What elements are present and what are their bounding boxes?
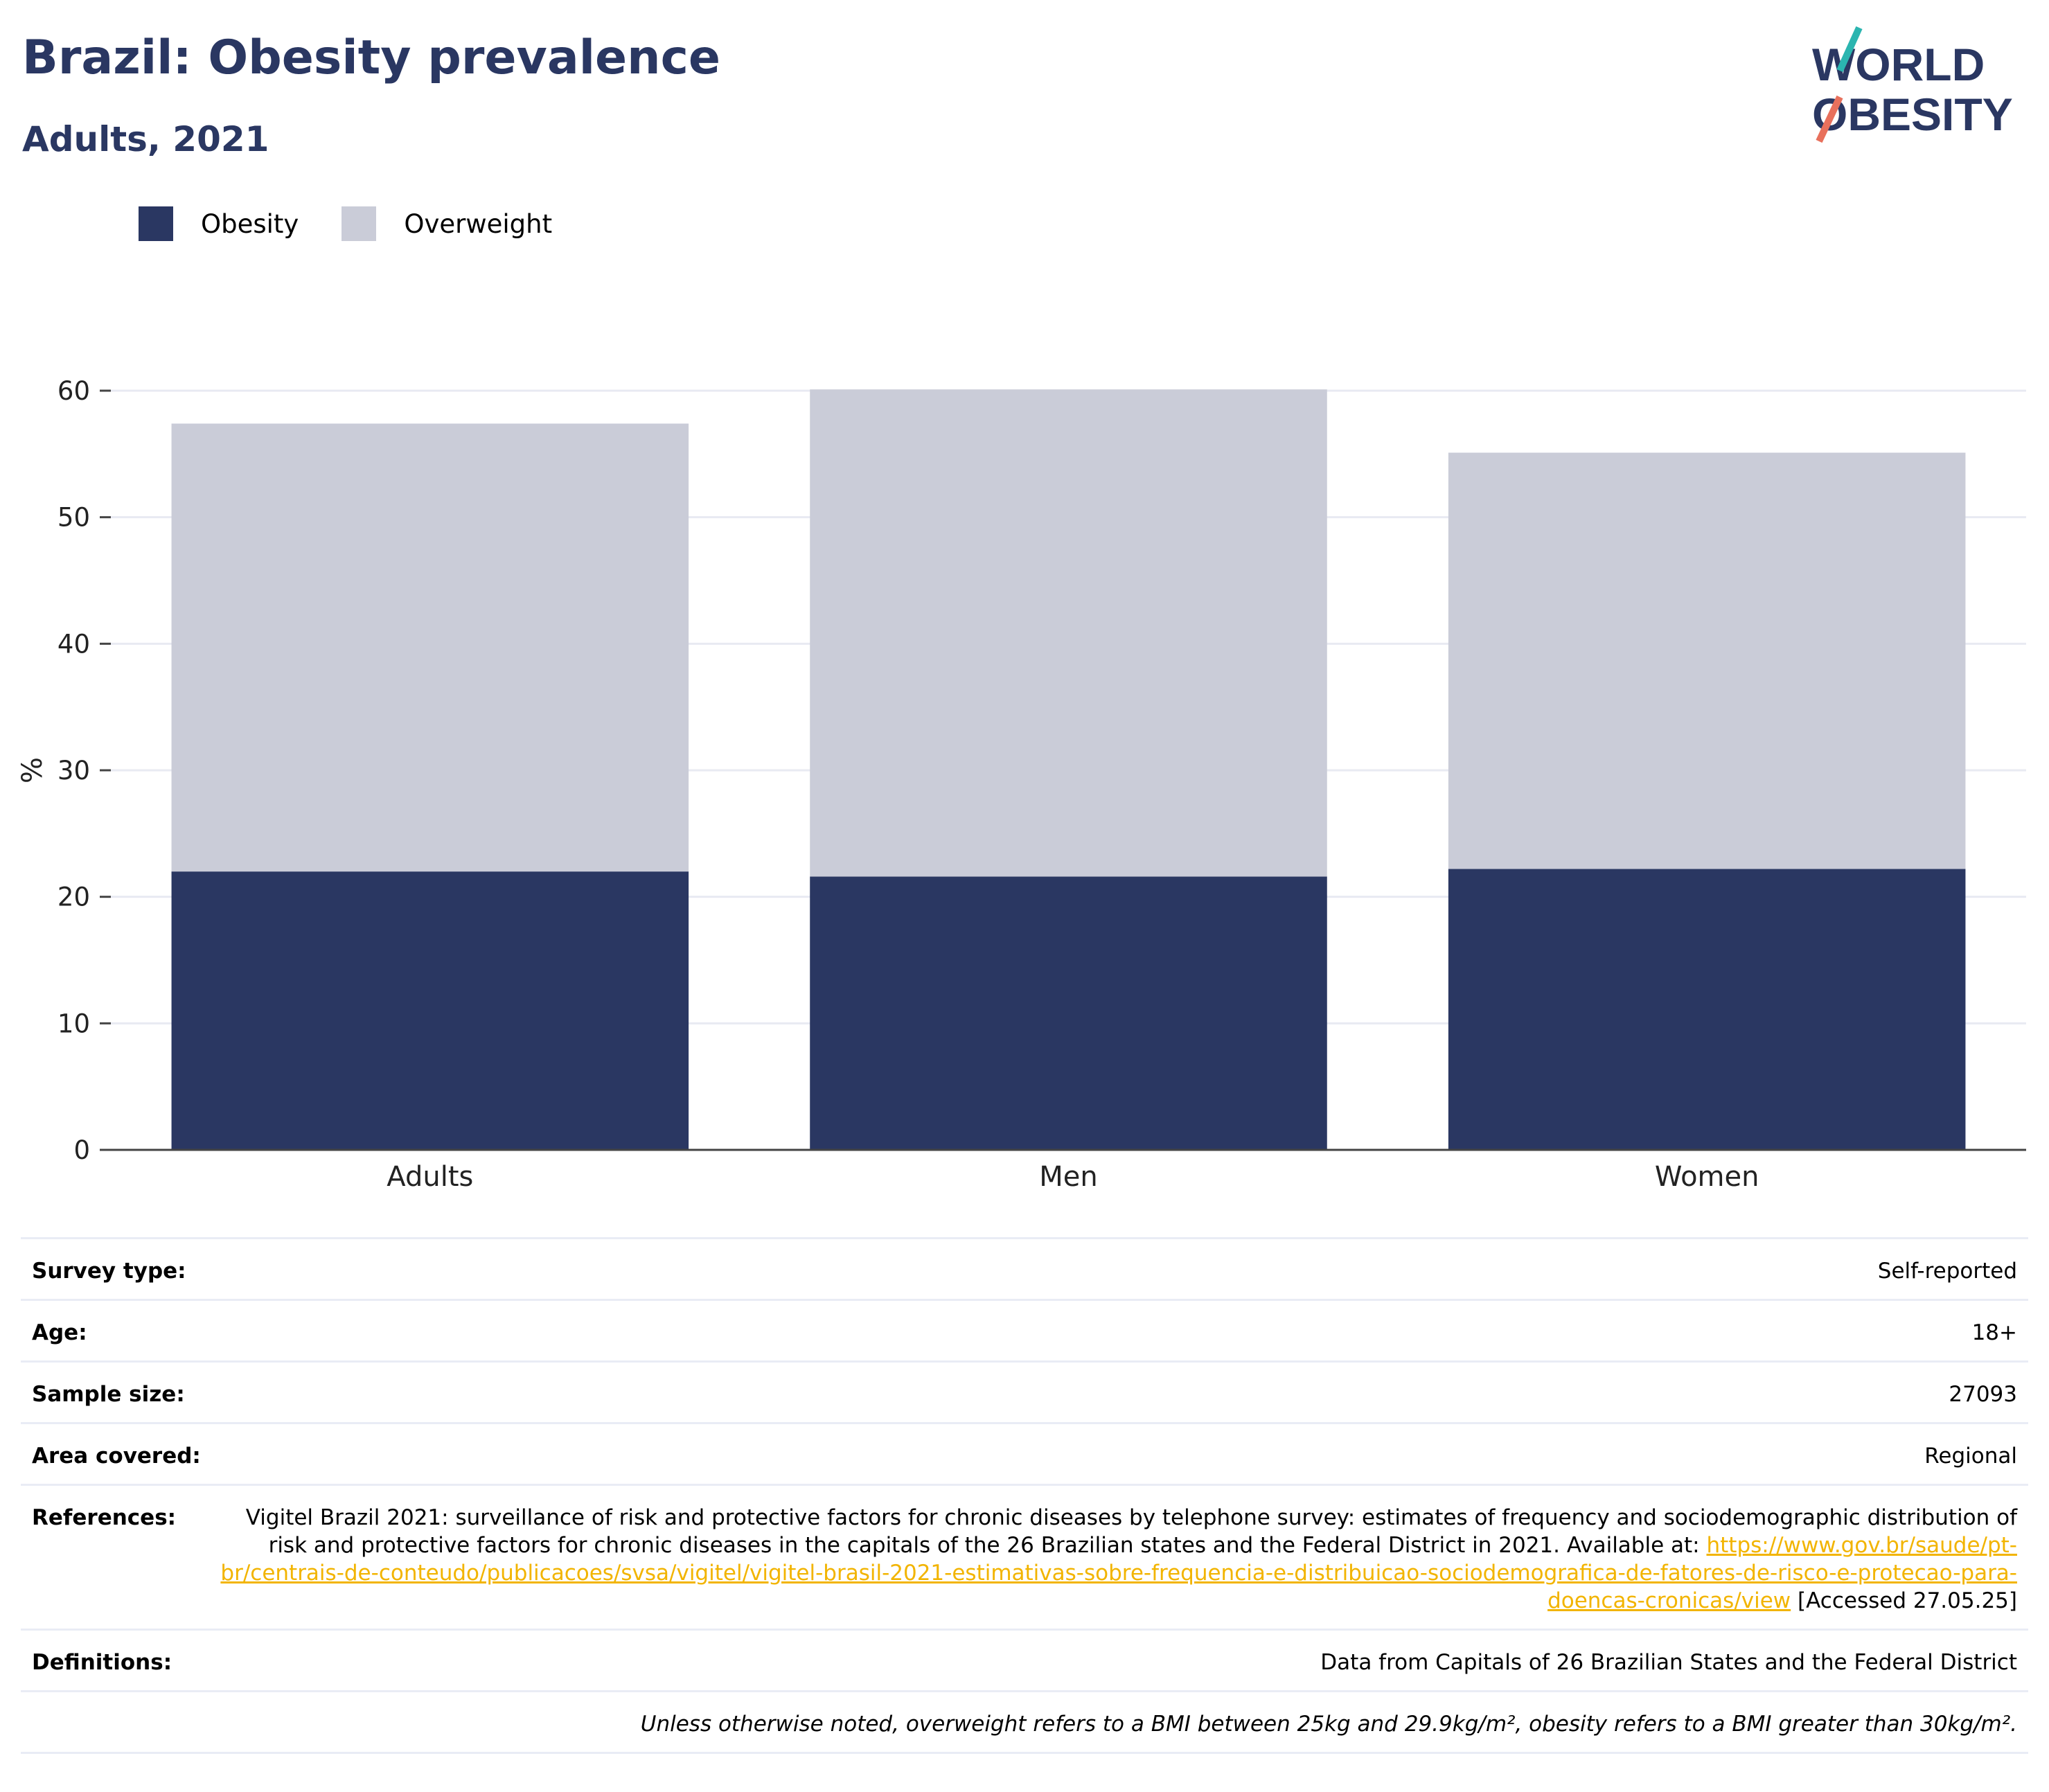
meta-label: References: [32,1505,177,1530]
logo-line2: OBESITY [1812,89,2013,140]
chart-legend: Obesity Overweight [139,206,595,241]
world-obesity-logo: WORLD OBESITY [1812,26,2013,143]
meta-row-definitions: Definitions: Data from Capitals of 26 Br… [21,1629,2028,1690]
meta-label: Survey type: [32,1259,186,1284]
bar-obesity-adults [171,871,689,1150]
page-subtitle: Adults, 2021 [22,119,269,159]
x-tick-label: Men [1039,1161,1097,1193]
meta-value: Regional [1924,1444,2017,1469]
bmi-note: Unless otherwise noted, overweight refer… [640,1712,2017,1737]
meta-value: Self-reported [1877,1259,2017,1284]
legend-item-obesity[interactable]: Obesity [139,206,299,241]
meta-row-age: Age: 18+ [21,1299,2028,1360]
meta-label: Area covered: [32,1444,201,1469]
y-tick-label: 20 [57,882,90,912]
bar-overweight-adults [171,423,689,872]
bar-obesity-women [1448,869,1966,1150]
y-axis-label: % [17,757,48,783]
legend-swatch-obesity [139,206,173,241]
y-tick-label: 60 [57,376,90,406]
logo-slash-coral [1816,95,1843,143]
y-tick-label: 50 [57,503,90,533]
y-tick-label: 10 [57,1009,90,1038]
logo-slash-teal [1836,26,1863,73]
y-tick-label: 0 [73,1135,90,1165]
meta-row-references: References: Vigitel Brazil 2021: surveil… [21,1484,2028,1629]
x-tick-label: Adults [387,1161,473,1193]
bar-overweight-men [810,389,1327,877]
legend-label-obesity: Obesity [201,209,299,239]
x-tick-label: Women [1655,1161,1759,1193]
meta-row-sample-size: Sample size: 27093 [21,1360,2028,1422]
meta-value: Data from Capitals of 26 Brazilian State… [1320,1650,2017,1675]
stacked-bar-chart: 0 10 20 30 40 50 60% Adults Men Women [17,376,2026,1193]
bar-overweight-women [1448,452,1966,869]
meta-value: 27093 [1949,1382,2017,1407]
meta-value-references: Vigitel Brazil 2021: surveillance of ris… [204,1504,2017,1615]
logo-line1: WORLD [1812,39,1985,90]
meta-label: Sample size: [32,1382,185,1407]
meta-value: 18+ [1971,1320,2017,1345]
y-tick-label: 30 [57,756,90,786]
page-title: Brazil: Obesity prevalence [22,30,721,85]
meta-row-area-covered: Area covered: Regional [21,1422,2028,1484]
legend-label-overweight: Overweight [404,209,553,239]
meta-row-note: Unless otherwise noted, overweight refer… [21,1690,2028,1754]
bar-obesity-men [810,876,1327,1150]
meta-row-survey-type: Survey type: Self-reported [21,1237,2028,1299]
reference-text: Vigitel Brazil 2021: surveillance of ris… [245,1505,2017,1558]
y-tick-label: 40 [57,629,90,659]
meta-label: Age: [32,1320,87,1345]
reference-link[interactable]: https://www.gov.br/saude/pt-br/centrais-… [220,1533,2017,1613]
legend-item-overweight[interactable]: Overweight [342,206,552,241]
reference-accessed: [Accessed 27.05.25] [1791,1588,2017,1613]
legend-swatch-overweight [342,206,377,241]
metadata-table: Survey type: Self-reported Age: 18+ Samp… [21,1237,2028,1754]
meta-label: Definitions: [32,1650,172,1675]
